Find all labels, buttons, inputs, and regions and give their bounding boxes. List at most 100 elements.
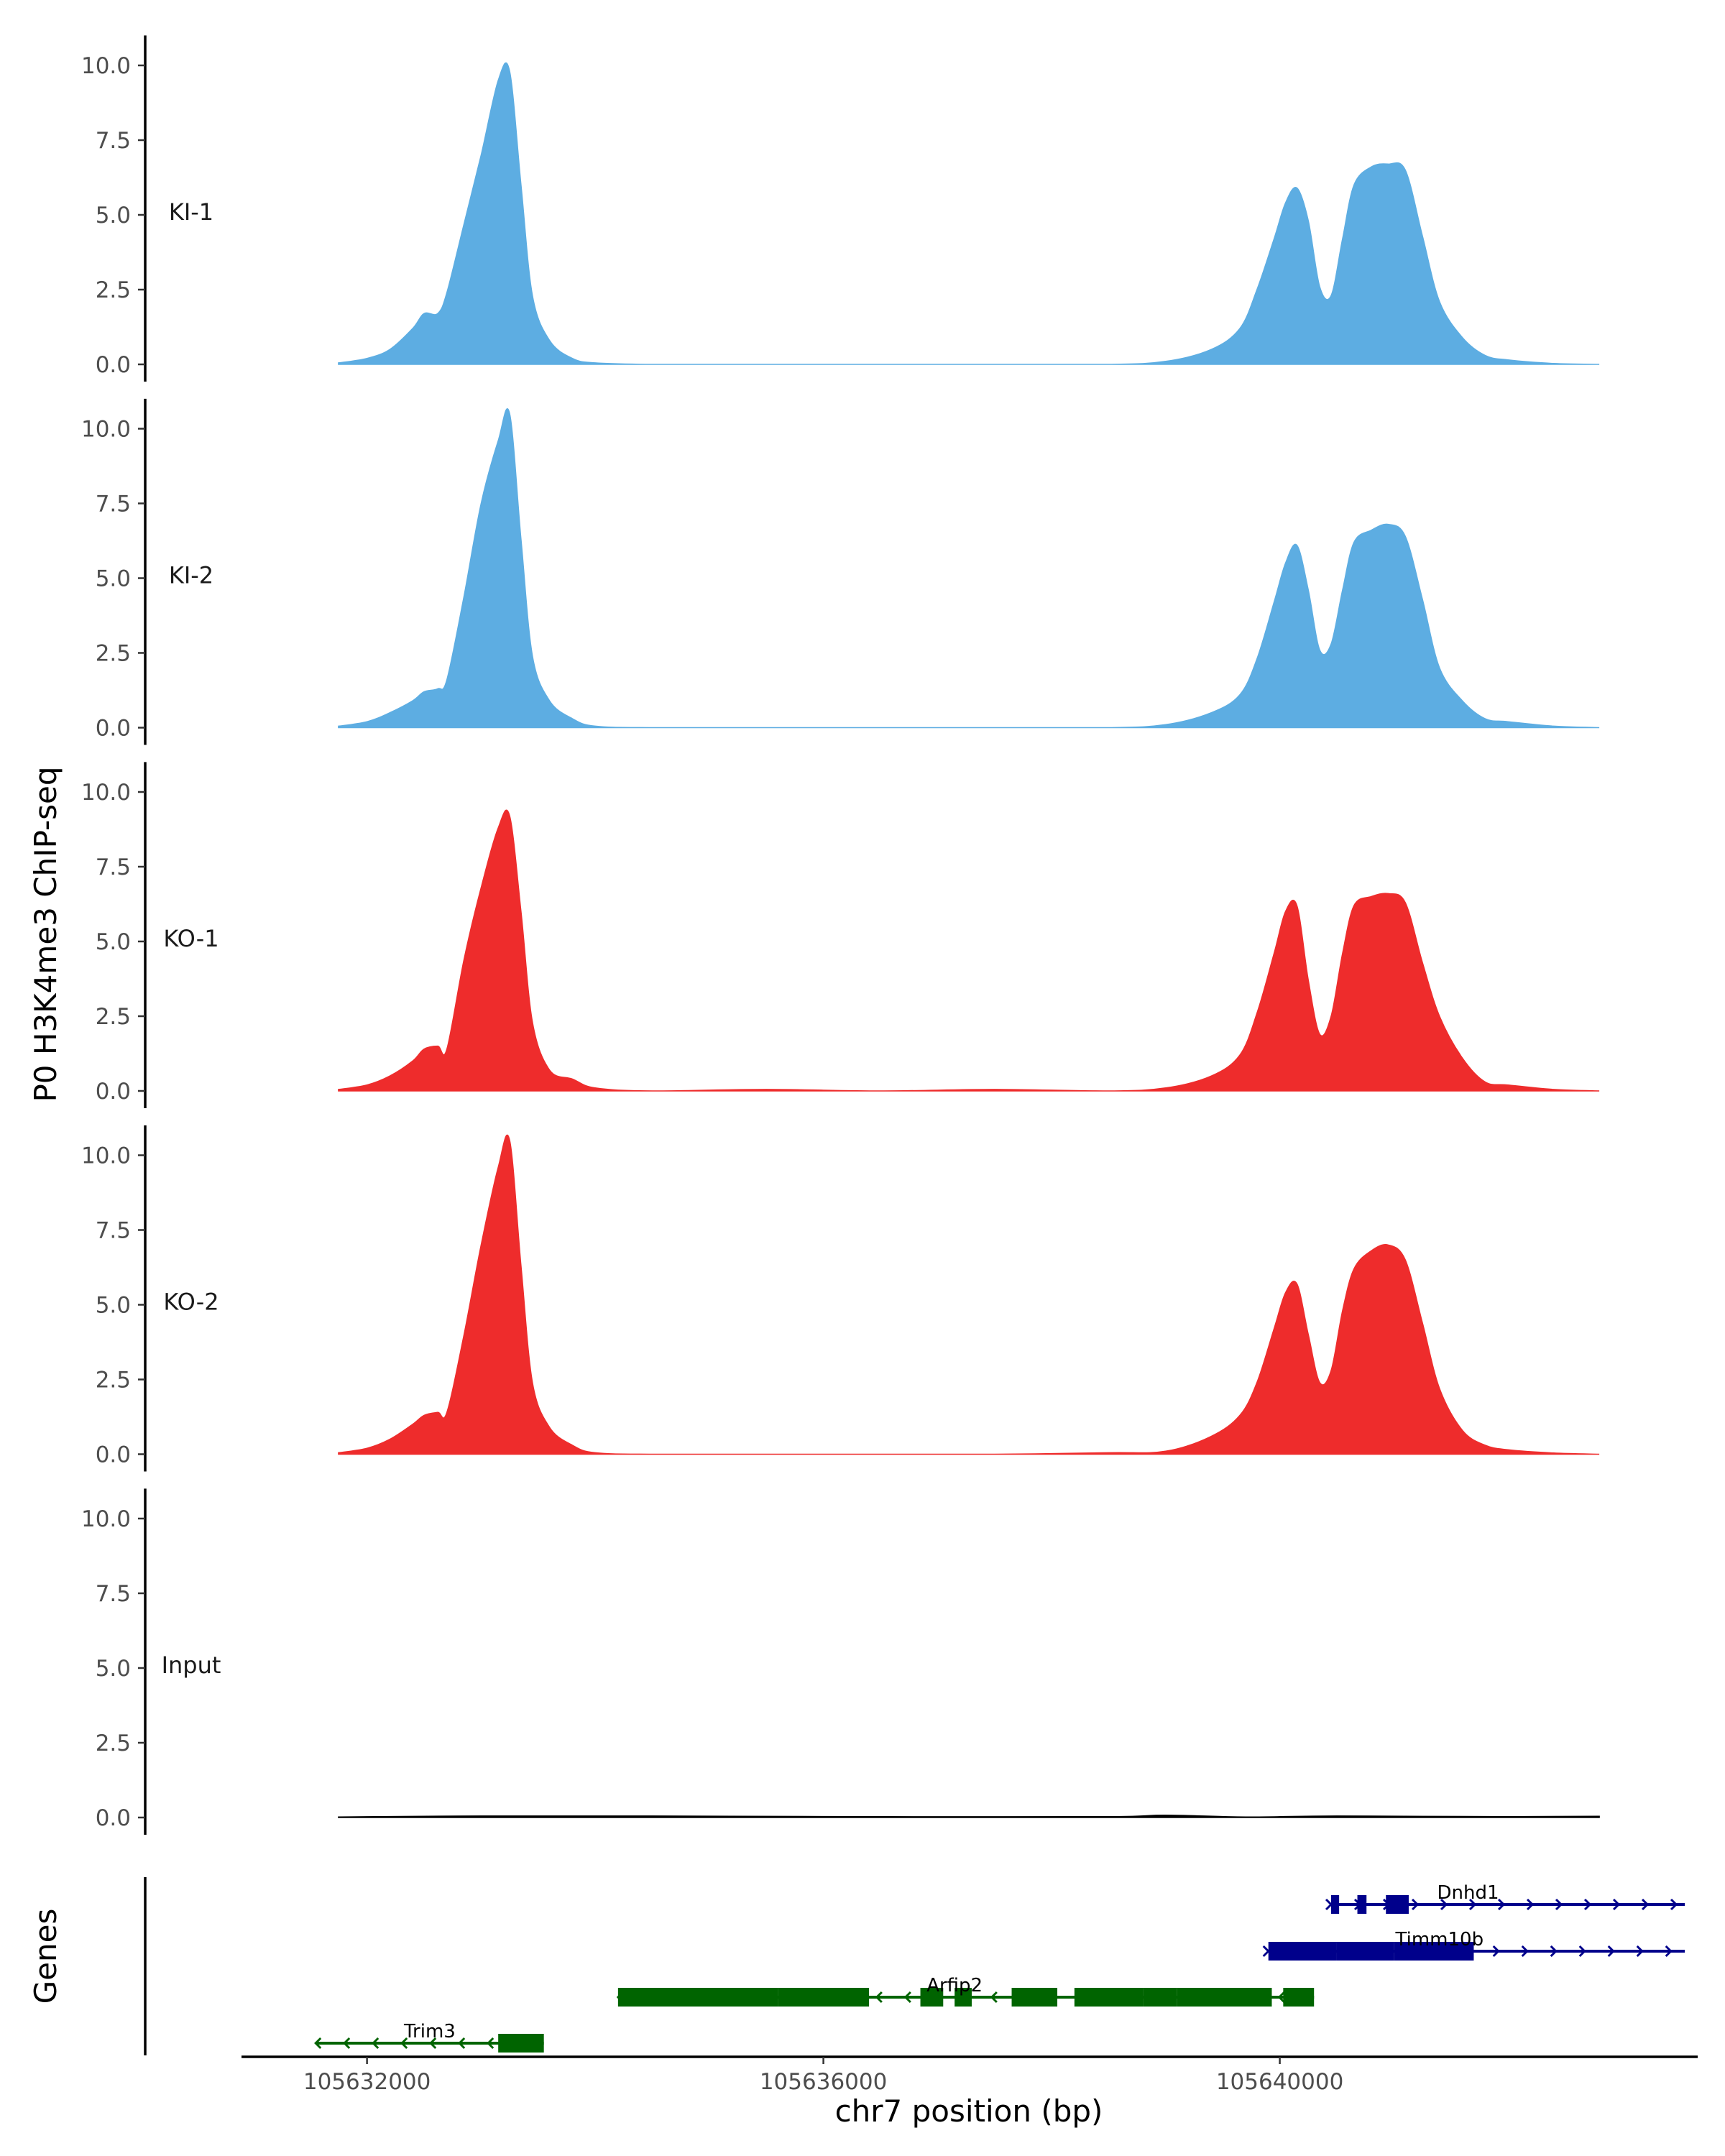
exon-block — [1394, 1942, 1474, 1961]
y-tick-label: 5.0 — [96, 1293, 131, 1319]
gene-label: Arfip2 — [926, 1975, 983, 1996]
track-label: KI-1 — [169, 198, 213, 226]
gene-timm10b: Timm10b — [1262, 1929, 1685, 1961]
y-tick-label: 7.5 — [96, 128, 131, 154]
y-tick-label: 10.0 — [81, 1506, 131, 1532]
signal-area — [338, 809, 1600, 1092]
gene-label: Trim3 — [403, 2021, 456, 2042]
exon-block — [1143, 1988, 1177, 2007]
gene-trim3: Trim3 — [314, 2021, 544, 2053]
exon-block — [498, 2034, 544, 2053]
gene-label: Dnhd1 — [1437, 1882, 1499, 1904]
exon-block — [1357, 1895, 1367, 1914]
exon-block — [1011, 1988, 1058, 2007]
y-axis-title: P0 H3K4me3 ChIP-seq — [28, 766, 63, 1102]
genes-axis-title: Genes — [28, 1909, 63, 2004]
strand-arrow — [1607, 1945, 1615, 1958]
exon-block — [1283, 1988, 1315, 2007]
strand-arrow — [1665, 1945, 1673, 1958]
x-axis-title: chr7 position (bp) — [835, 2093, 1103, 2129]
track-panel-ki-2: 0.0 2.5 5.0 7.5 10.0 KI-2 — [81, 398, 1600, 745]
strand-arrow — [1550, 1945, 1558, 1958]
track-panel-input: 0.0 2.5 5.0 7.5 10.0 Input — [81, 1488, 1600, 1835]
strand-arrow — [1468, 1898, 1477, 1911]
strand-arrow — [1411, 1898, 1420, 1911]
y-tick-label: 5.0 — [96, 929, 131, 955]
signal-area — [338, 408, 1600, 729]
track-label: KI-2 — [169, 561, 213, 589]
strand-arrow — [1641, 1898, 1650, 1911]
y-tick-label: 0.0 — [96, 352, 131, 378]
strand-arrow — [1583, 1898, 1592, 1911]
y-tick-label: 2.5 — [96, 1368, 131, 1393]
strand-arrow — [1555, 1898, 1563, 1911]
strand-arrow — [1670, 1898, 1678, 1911]
y-tick-label: 2.5 — [96, 1731, 131, 1756]
x-tick-label: 105640000 — [1216, 2069, 1344, 2095]
gene-arfip2: Arfip2 — [616, 1975, 1315, 2007]
y-tick-label: 10.0 — [81, 53, 131, 79]
track-panel-ki-1: 0.0 2.5 5.0 7.5 10.0 KI-1 — [81, 35, 1600, 382]
y-tick-label: 2.5 — [96, 1004, 131, 1030]
exon-block — [1336, 1942, 1394, 1961]
signal-area — [338, 1134, 1600, 1455]
y-tick-label: 10.0 — [81, 417, 131, 443]
y-tick-label: 0.0 — [96, 1079, 131, 1105]
y-tick-label: 7.5 — [96, 1218, 131, 1244]
strand-arrow — [1497, 1898, 1506, 1911]
y-tick-label: 5.0 — [96, 566, 131, 592]
x-axis: 105632000 105636000 105640000 — [242, 2055, 1698, 2095]
y-tick-label: 5.0 — [96, 203, 131, 229]
strand-arrow — [458, 2037, 466, 2050]
exon-block — [1268, 1942, 1337, 1961]
strand-arrow — [1262, 1945, 1270, 1958]
y-tick-label: 7.5 — [96, 492, 131, 517]
signal-area — [338, 62, 1600, 365]
y-tick-label: 7.5 — [96, 1581, 131, 1607]
y-tick-label: 10.0 — [81, 780, 131, 806]
exon-block — [778, 1988, 870, 2007]
signal-tracks: 0.0 2.5 5.0 7.5 10.0 KI-1 0.0 2.5 5.0 7.5 10.0 KI-2… — [81, 35, 1600, 1835]
y-tick-label: 7.5 — [96, 854, 131, 880]
strand-arrow — [1636, 1945, 1644, 1958]
y-tick-label: 2.5 — [96, 641, 131, 667]
strand-arrow — [400, 2037, 408, 2050]
strand-arrow — [372, 2037, 380, 2050]
track-panel-ko-2: 0.0 2.5 5.0 7.5 10.0 KO-2 — [81, 1125, 1600, 1472]
y-tick-label: 0.0 — [96, 1805, 131, 1831]
track-panel-ko-1: 0.0 2.5 5.0 7.5 10.0 KO-1 — [81, 762, 1600, 1108]
x-tick-label: 105632000 — [303, 2069, 431, 2095]
exon-block — [617, 1988, 778, 2007]
strand-arrow — [1325, 1898, 1333, 1911]
strand-arrow — [1440, 1898, 1448, 1911]
strand-arrow — [903, 1991, 911, 2004]
gene-label: Timm10b — [1395, 1929, 1484, 1950]
exon-block — [1386, 1895, 1409, 1914]
y-tick-label: 0.0 — [96, 716, 131, 742]
exon-block — [1074, 1988, 1144, 2007]
y-tick-label: 2.5 — [96, 277, 131, 303]
strand-arrow — [1277, 1991, 1285, 2004]
y-tick-label: 5.0 — [96, 1656, 131, 1682]
strand-arrow — [875, 1991, 883, 2004]
track-label: KO-2 — [163, 1288, 218, 1315]
strand-arrow — [343, 2037, 351, 2050]
strand-arrow — [990, 1991, 998, 2004]
exon-block — [954, 1988, 972, 2007]
exon-block — [1177, 1988, 1272, 2007]
track-label: KO-1 — [163, 925, 218, 952]
strand-arrow — [1526, 1898, 1535, 1911]
strand-arrow — [429, 2037, 437, 2050]
gene-annotation-track: Dnhd1 Timm10b Arfip2 Trim3 — [144, 1877, 1685, 2055]
exon-block — [920, 1988, 944, 2007]
strand-arrow — [1521, 1945, 1529, 1958]
signal-area — [338, 1814, 1600, 1818]
x-tick-label: 105636000 — [760, 2069, 888, 2095]
strand-arrow — [487, 2037, 494, 2050]
strand-arrow — [1612, 1898, 1621, 1911]
y-tick-label: 0.0 — [96, 1442, 131, 1468]
track-label: Input — [162, 1651, 221, 1679]
exon-block — [1331, 1895, 1340, 1914]
strand-arrow — [314, 2037, 322, 2050]
